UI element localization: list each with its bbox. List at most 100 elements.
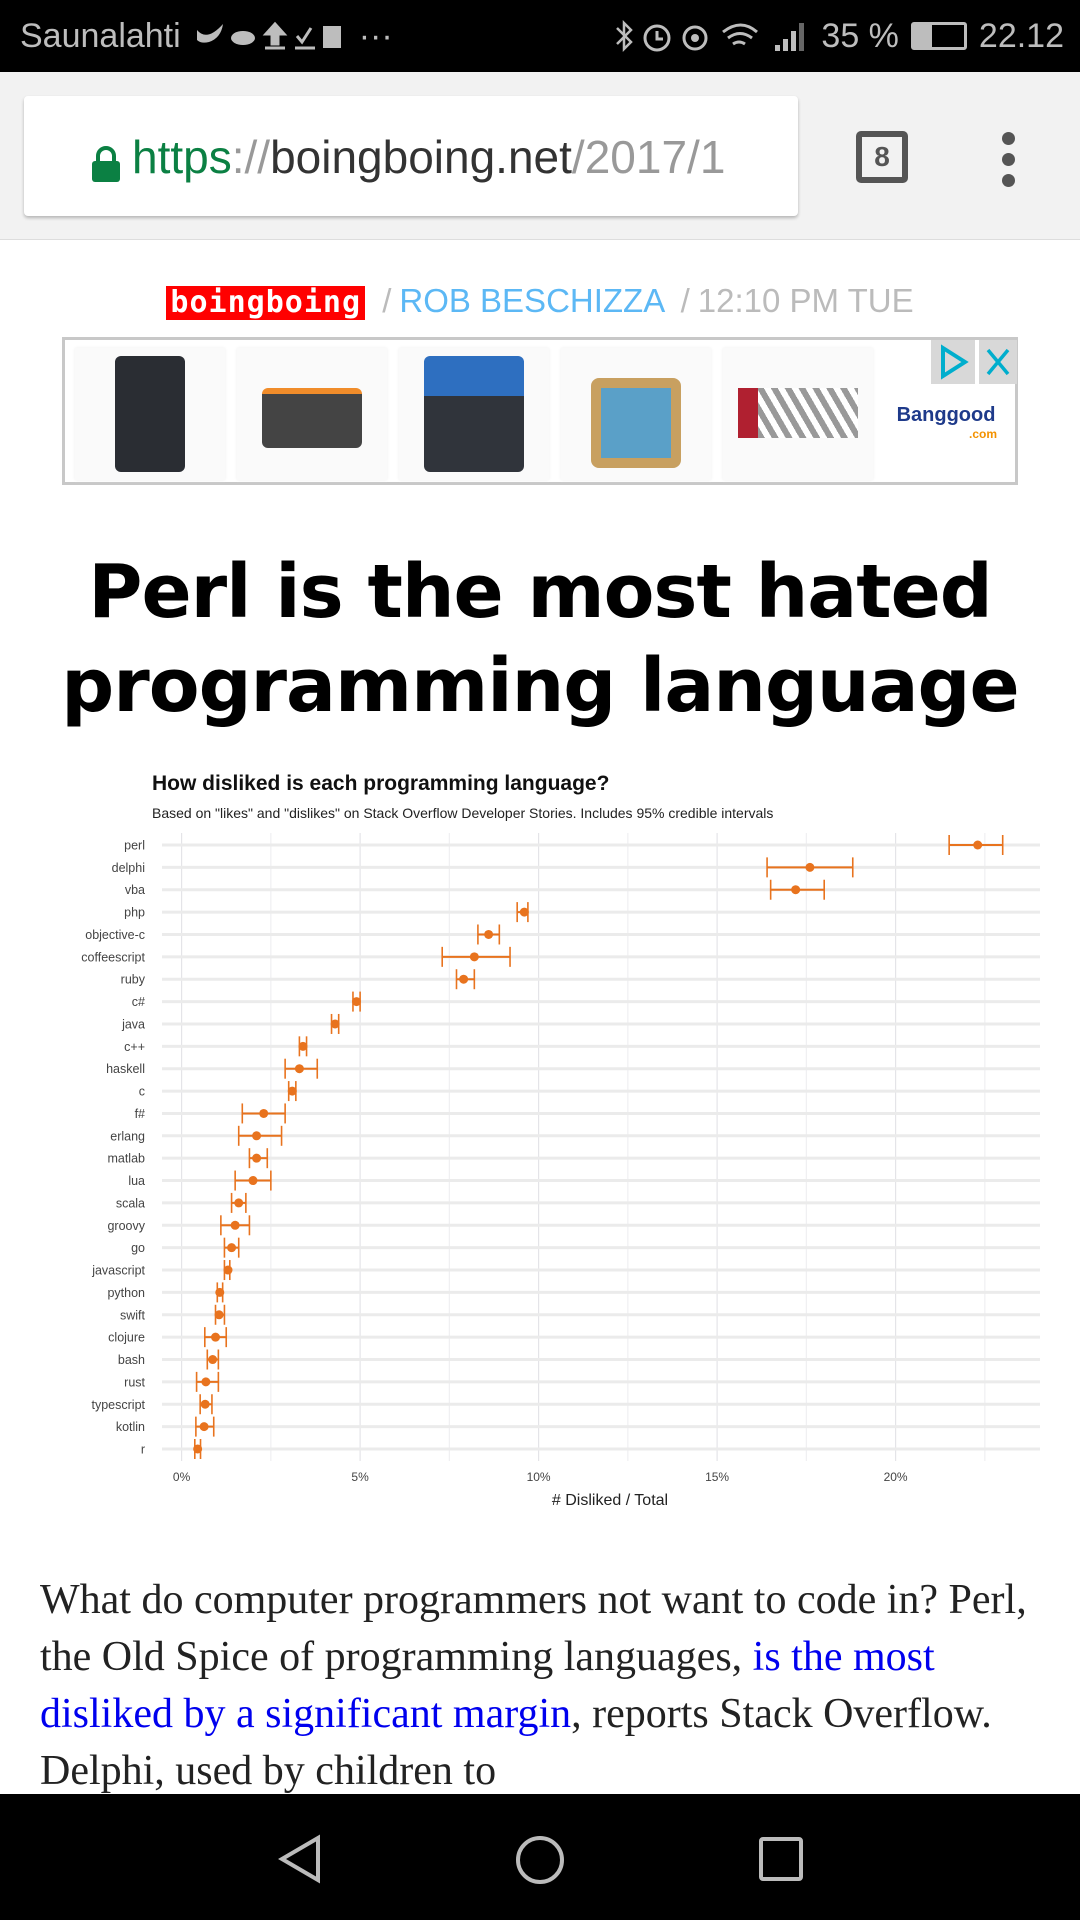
y-tick-label: ruby bbox=[121, 973, 146, 987]
recents-icon[interactable] bbox=[758, 1836, 804, 1882]
data-point-python bbox=[215, 1287, 225, 1297]
chart-grid bbox=[162, 833, 1040, 1461]
data-point-javascript bbox=[223, 1265, 233, 1275]
y-tick-label: delphi bbox=[112, 861, 145, 875]
back-icon[interactable] bbox=[276, 1834, 322, 1884]
separator: / bbox=[680, 282, 690, 319]
y-tick-label: haskell bbox=[106, 1062, 145, 1076]
x-tick-label: 0% bbox=[173, 1470, 191, 1484]
overflow-menu-icon[interactable] bbox=[1002, 132, 1016, 195]
y-tick-label: r bbox=[141, 1442, 145, 1456]
article-body: What do computer programmers not want to… bbox=[40, 1572, 1050, 1800]
data-point-matlab bbox=[252, 1153, 262, 1163]
data-point-lua bbox=[248, 1176, 258, 1186]
browser-toolbar: https://boingboing.net/2017/1 8 bbox=[0, 72, 1080, 240]
y-tick-label: f# bbox=[135, 1107, 145, 1121]
ad-close-icon[interactable] bbox=[979, 340, 1017, 384]
android-nav-bar bbox=[0, 1794, 1080, 1920]
chart-title: How disliked is each programming languag… bbox=[152, 772, 609, 795]
paragraph-text: , reports Stack Overflow. Delphi, used b… bbox=[40, 1691, 992, 1794]
byline: boingboing / ROB BESCHIZZA /12:10 PM TUE bbox=[0, 282, 1080, 321]
data-point-objective-c bbox=[484, 929, 494, 939]
data-point-clojure bbox=[211, 1332, 221, 1342]
y-tick-label: matlab bbox=[107, 1152, 145, 1166]
system-icons bbox=[616, 19, 759, 53]
y-tick-label: c++ bbox=[124, 1040, 145, 1054]
url-scheme: https bbox=[132, 131, 232, 183]
x-tick-label: 10% bbox=[527, 1470, 551, 1484]
y-tick-label: coffeescript bbox=[81, 950, 145, 964]
more-notifications-icon: ··· bbox=[358, 16, 393, 55]
ad-product-rc-charger[interactable] bbox=[237, 348, 387, 480]
address-bar[interactable]: https://boingboing.net/2017/1 bbox=[24, 96, 798, 216]
dislike-chart: How disliked is each programming languag… bbox=[81, 772, 1040, 1509]
data-point-haskell bbox=[294, 1064, 304, 1074]
data-point-r bbox=[193, 1444, 203, 1454]
post-time: 12:10 PM TUE bbox=[697, 282, 914, 319]
y-tick-label: typescript bbox=[92, 1398, 146, 1412]
ad-banner[interactable]: Banggood .com bbox=[62, 337, 1018, 485]
y-tick-label: lua bbox=[128, 1174, 145, 1188]
lock-icon bbox=[92, 146, 120, 182]
url-host: boingboing.net bbox=[270, 131, 572, 183]
y-tick-label: perl bbox=[124, 839, 145, 853]
url-separator: :// bbox=[231, 131, 271, 183]
data-point-swift bbox=[214, 1310, 224, 1320]
separator: / bbox=[382, 282, 392, 319]
y-tick-label: swift bbox=[120, 1308, 146, 1322]
data-point-vba bbox=[791, 885, 801, 895]
home-icon[interactable] bbox=[514, 1834, 566, 1886]
data-point-f# bbox=[259, 1108, 269, 1118]
data-point-coffeescript bbox=[469, 952, 479, 962]
chart-subtitle: Based on "likes" and "dislikes" on Stack… bbox=[152, 805, 773, 821]
stack-overflow-link[interactable]: is the most disliked by a significant ma… bbox=[40, 1634, 935, 1737]
notification-icons bbox=[196, 21, 341, 50]
y-tick-label: kotlin bbox=[116, 1420, 145, 1434]
y-tick-label: python bbox=[107, 1286, 145, 1300]
ad-product-charger[interactable] bbox=[75, 348, 225, 480]
data-point-ruby bbox=[459, 974, 469, 984]
y-tick-label: scala bbox=[116, 1196, 145, 1210]
ad-product-battery-charger[interactable] bbox=[399, 348, 549, 480]
boingboing-logo[interactable]: boingboing bbox=[166, 286, 366, 321]
data-point-go bbox=[227, 1243, 237, 1253]
status-left: Saunalahti ··· bbox=[20, 0, 393, 72]
data-point-perl bbox=[973, 840, 983, 850]
status-right: 35 % 22.12 bbox=[611, 0, 1064, 72]
data-point-scala bbox=[234, 1198, 244, 1208]
data-point-c++ bbox=[298, 1041, 308, 1051]
data-point-kotlin bbox=[199, 1422, 209, 1432]
data-point-c bbox=[287, 1086, 297, 1096]
data-point-groovy bbox=[230, 1220, 240, 1230]
data-point-bash bbox=[208, 1355, 218, 1365]
paragraph-text: What do computer programmers not want to… bbox=[40, 1577, 1027, 1680]
x-axis-label: # Disliked / Total bbox=[552, 1492, 668, 1509]
y-tick-label: go bbox=[131, 1241, 145, 1255]
x-tick-label: 5% bbox=[351, 1470, 369, 1484]
y-tick-label: clojure bbox=[108, 1331, 145, 1345]
adchoices-icon[interactable] bbox=[931, 340, 975, 384]
y-tick-label: java bbox=[121, 1017, 145, 1031]
y-tick-label: c bbox=[139, 1085, 145, 1099]
data-point-php bbox=[519, 907, 529, 917]
y-tick-label: javascript bbox=[91, 1264, 145, 1278]
data-point-typescript bbox=[200, 1399, 210, 1409]
ad-brand-logo[interactable]: Banggood .com bbox=[896, 404, 997, 441]
x-tick-label: 20% bbox=[884, 1470, 908, 1484]
data-point-java bbox=[330, 1019, 340, 1029]
y-tick-label: bash bbox=[118, 1353, 145, 1367]
clock: 22.12 bbox=[978, 16, 1064, 55]
ad-product-engine-model[interactable] bbox=[561, 348, 711, 480]
carrier-label: Saunalahti bbox=[20, 16, 181, 55]
tab-switcher-button[interactable]: 8 bbox=[856, 131, 908, 183]
data-point-delphi bbox=[805, 862, 815, 872]
y-tick-label: objective-c bbox=[85, 928, 145, 942]
url-path: /2017/1 bbox=[571, 131, 726, 183]
author-link[interactable]: ROB BESCHIZZA bbox=[399, 282, 664, 319]
ad-product-drill-bits[interactable] bbox=[723, 348, 873, 480]
signal-icon bbox=[775, 23, 805, 51]
battery-icon bbox=[910, 22, 967, 50]
url-text[interactable]: https://boingboing.net/2017/1 bbox=[132, 130, 792, 184]
data-point-rust bbox=[201, 1377, 211, 1387]
y-tick-label: groovy bbox=[107, 1219, 145, 1233]
